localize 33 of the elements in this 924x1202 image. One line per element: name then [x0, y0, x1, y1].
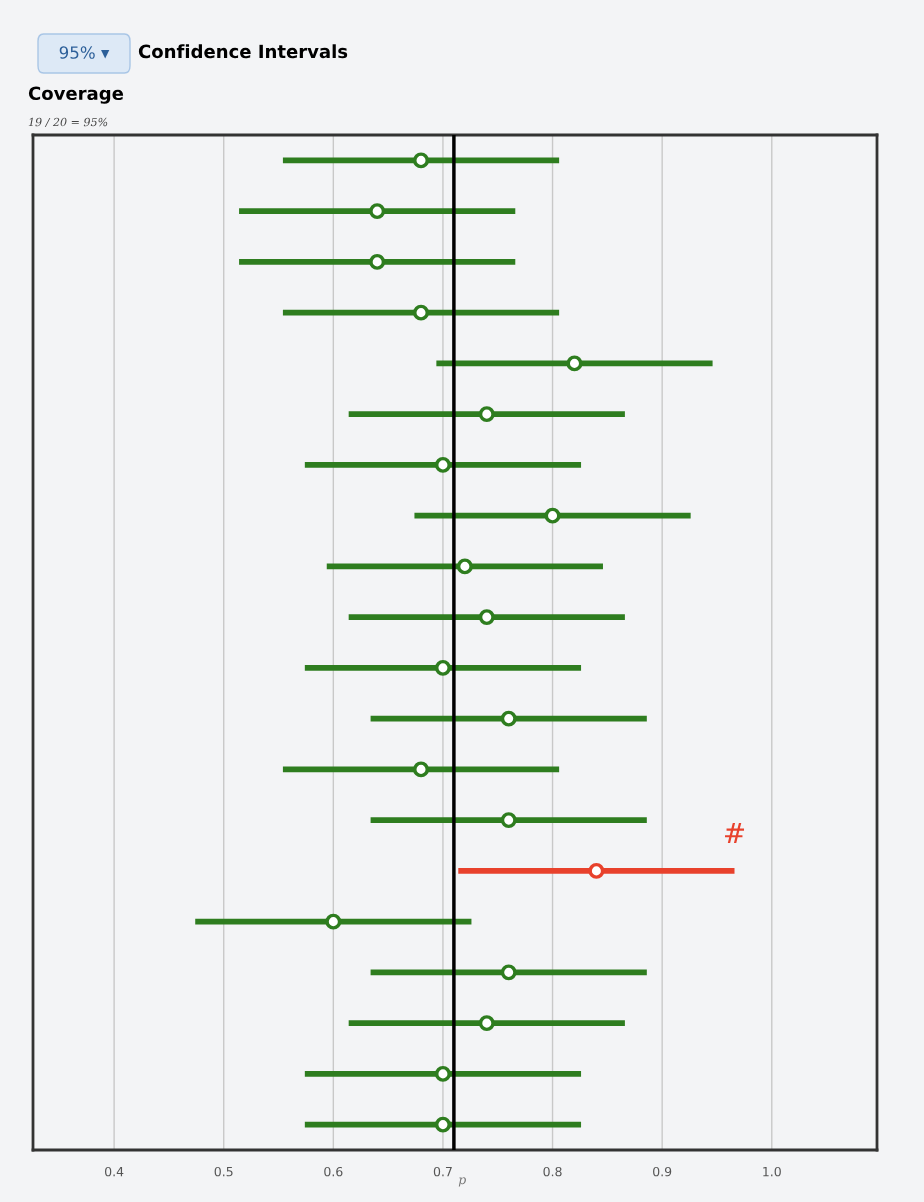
point — [434, 1065, 451, 1082]
point — [456, 558, 473, 575]
point — [500, 812, 517, 829]
x-tick-label: 0.5 — [214, 1166, 233, 1177]
point — [369, 203, 386, 220]
chart-title: Confidence Intervals — [138, 44, 348, 59]
point — [500, 964, 517, 981]
point — [478, 406, 495, 423]
chart-subtitle: Coverage — [28, 86, 124, 104]
ref-line-label: p — [458, 1177, 466, 1187]
x-tick-label: 0.9 — [653, 1166, 672, 1177]
point — [588, 862, 605, 879]
point — [544, 507, 561, 524]
point — [413, 761, 430, 778]
point — [566, 355, 583, 372]
x-tick-label: 0.6 — [324, 1166, 343, 1177]
x-tick-label: 1.0 — [763, 1166, 781, 1177]
point — [478, 1015, 495, 1032]
point — [413, 304, 430, 321]
point — [478, 609, 495, 626]
x-tick-label: 0.7 — [433, 1166, 452, 1177]
point — [325, 913, 342, 930]
point — [500, 710, 517, 727]
point — [434, 456, 451, 473]
point — [434, 1116, 451, 1133]
point — [413, 152, 430, 169]
text: 19 / 20 = 95% — [28, 117, 108, 128]
text: 95% ▾ — [59, 46, 110, 59]
point — [434, 659, 451, 676]
x-tick-label: 0.8 — [543, 1166, 562, 1177]
x-tick-label: 0.4 — [105, 1166, 124, 1177]
point — [369, 253, 386, 270]
annotation: # — [725, 822, 745, 843]
